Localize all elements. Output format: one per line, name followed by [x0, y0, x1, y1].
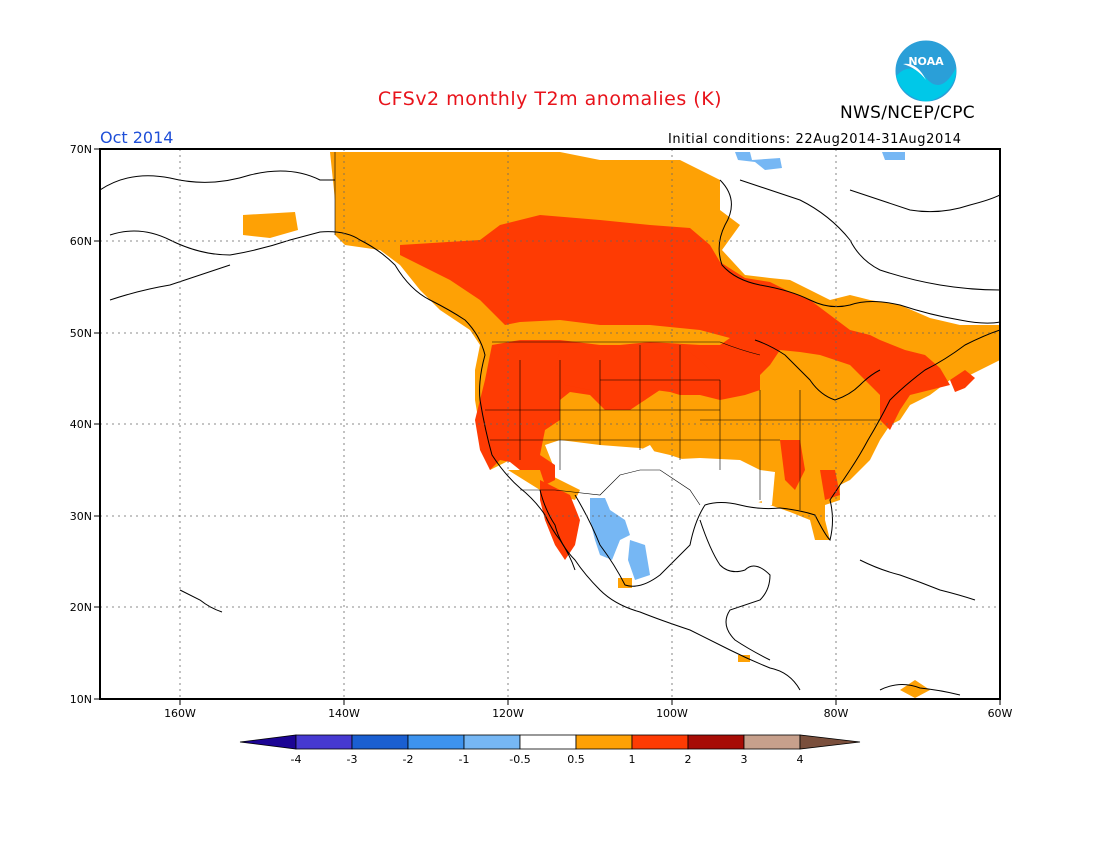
lon-label: 100W [656, 707, 688, 720]
lat-label: 20N [70, 601, 92, 614]
lat-label: 70N [70, 143, 92, 156]
colorbar-tick-label: 4 [797, 753, 804, 766]
colorbar-tick-label: -1 [459, 753, 470, 766]
noaa-logo: NOAA [894, 39, 958, 103]
colorbar-tick-label: 3 [741, 753, 748, 766]
colorbar-tick-labels: -4 -3 -2 -1 -0.5 0.5 1 2 3 4 [291, 753, 804, 766]
lon-label: 60W [988, 707, 1013, 720]
lon-label: 80W [824, 707, 849, 720]
valid-month-label: Oct 2014 [100, 128, 174, 147]
coastlines [100, 170, 1000, 696]
lon-label: 120W [492, 707, 524, 720]
colorbar-bin [799, 734, 861, 750]
anomaly-near-normal-region [598, 445, 770, 505]
colorbar-bin [407, 734, 465, 750]
axis-ticks [94, 148, 1001, 705]
chart-title: CFSv2 monthly T2m anomalies (K) [377, 88, 723, 110]
colorbar-tick-label: -0.5 [509, 753, 530, 766]
lat-label: 40N [70, 418, 92, 431]
lat-label: 10N [70, 693, 92, 706]
anomaly-1-to-2-region [400, 215, 975, 560]
colorbar-tick-label: 2 [685, 753, 692, 766]
colorbar-bin [519, 734, 577, 750]
colorbar-tick-label: -4 [291, 753, 302, 766]
colorbar-bin [575, 734, 633, 750]
political-borders [334, 152, 880, 510]
lat-lon-grid [100, 149, 1000, 699]
colorbar-bin [631, 734, 689, 750]
noaa-logo-text: NOAA [908, 55, 944, 68]
lat-label: 50N [70, 327, 92, 340]
initial-conditions-label: Initial conditions: 22Aug2014-31Aug2014 [668, 132, 962, 147]
colorbar-bin [295, 734, 353, 750]
colorbar-bin [743, 734, 801, 750]
lon-label: 140W [328, 707, 360, 720]
colorbar-tick-label: -3 [347, 753, 358, 766]
colorbar-bin [463, 734, 521, 750]
lat-label: 60N [70, 235, 92, 248]
colorbar-legend [239, 734, 861, 750]
colorbar-bin [687, 734, 745, 750]
colorbar-bin [239, 734, 297, 750]
lat-label: 30N [70, 510, 92, 523]
colorbar-tick-label: 0.5 [567, 753, 585, 766]
agency-label: NWS/NCEP/CPC [840, 103, 975, 123]
colorbar-tick-label: -2 [403, 753, 414, 766]
colorbar-bin [351, 734, 409, 750]
lon-label: 160W [164, 707, 196, 720]
colorbar-tick-label: 1 [629, 753, 636, 766]
